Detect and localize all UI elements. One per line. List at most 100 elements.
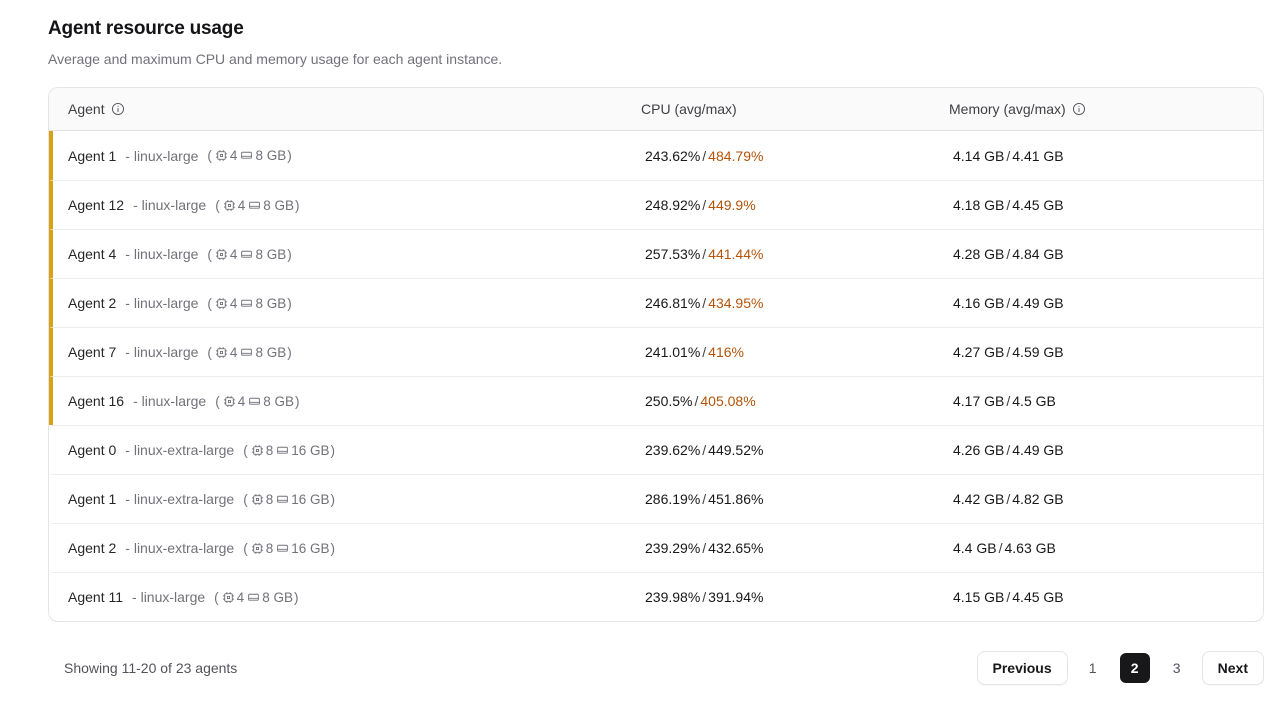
memory-max-value: 4.59 GB [1012, 344, 1064, 360]
agent-info-icon[interactable] [111, 102, 125, 116]
agent-cell: Agent 0 - linux-extra-large ( 8 16 GB ) [53, 442, 645, 458]
cpu-avg-value: 286.19% [645, 491, 701, 507]
value-separator: / [702, 197, 707, 213]
column-header-cpu: CPU (avg/max) [641, 101, 949, 117]
cpu-count: 4 [229, 295, 238, 311]
pagination: Previous 1 2 3 Next [976, 651, 1264, 685]
column-header-memory-label: Memory (avg/max) [949, 101, 1066, 117]
instance-type-label: linux-large [133, 344, 199, 360]
memory-avg-value: 4.27 GB [953, 344, 1005, 360]
memory-usage-cell: 4.27 GB/4.59 GB [953, 344, 1263, 360]
memory-avg-value: 4.26 GB [953, 442, 1005, 458]
page-number-2-current[interactable]: 2 [1119, 653, 1150, 683]
agent-name: Agent 0 [68, 442, 117, 458]
agent-cell: Agent 12 - linux-large ( 4 8 GB ) [53, 197, 645, 213]
cpu-chip-icon [215, 248, 228, 261]
value-separator: / [702, 147, 707, 164]
agent-name: Agent 11 [68, 589, 124, 605]
memory-stick-icon [248, 395, 261, 408]
cpu-max-value: 416% [708, 344, 744, 360]
memory-stick-icon [276, 493, 289, 506]
memory-stick-icon [240, 149, 253, 162]
next-page-button[interactable]: Next [1201, 651, 1264, 685]
memory-max-value: 4.41 GB [1012, 147, 1064, 164]
type-prefix-dash: - [133, 393, 138, 409]
close-paren: ) [330, 491, 336, 507]
table-row: Agent 1 - linux-large ( 4 8 GB ) 243.62%… [49, 131, 1263, 180]
open-paren: ( [215, 393, 220, 409]
value-separator: / [694, 393, 699, 409]
table-row: Agent 1 - linux-extra-large ( 8 16 GB ) … [49, 474, 1263, 523]
cpu-count: 8 [265, 491, 274, 507]
page-number-3[interactable]: 3 [1172, 660, 1181, 676]
agent-specs: ( 4 8 GB ) [214, 590, 298, 605]
cpu-usage-cell: 257.53%/441.44% [645, 246, 953, 262]
cpu-max-value: 449.52% [708, 442, 764, 458]
memory-max-value: 4.5 GB [1012, 393, 1056, 409]
agent-instance-type: - linux-large [125, 148, 198, 164]
table-row: Agent 2 - linux-large ( 4 8 GB ) 246.81%… [49, 278, 1263, 327]
memory-avg-value: 4.18 GB [953, 197, 1005, 213]
cpu-usage-cell: 248.92%/449.9% [645, 197, 953, 213]
open-paren: ( [207, 344, 212, 360]
agent-cell: Agent 4 - linux-large ( 4 8 GB ) [53, 246, 645, 262]
agent-name: Agent 16 [68, 393, 125, 409]
open-paren: ( [215, 197, 220, 213]
table-header-row: Agent CPU (avg/max) Memory (avg/max) [49, 88, 1263, 131]
memory-usage-cell: 4.15 GB/4.45 GB [953, 589, 1263, 605]
value-separator: / [702, 442, 707, 458]
memory-max-value: 4.82 GB [1012, 491, 1064, 507]
previous-page-button[interactable]: Previous [976, 651, 1068, 685]
memory-info-icon[interactable] [1072, 102, 1086, 116]
agent-specs: ( 8 16 GB ) [243, 541, 335, 556]
memory-max-value: 4.49 GB [1012, 295, 1064, 311]
cpu-max-value: 434.95% [708, 295, 764, 311]
open-paren: ( [243, 491, 248, 507]
cpu-usage-cell: 250.5%/405.08% [645, 393, 953, 409]
agent-name: Agent 1 [68, 491, 117, 507]
memory-stick-icon [240, 346, 253, 359]
cpu-avg-value: 239.62% [645, 442, 701, 458]
cpu-count: 4 [229, 344, 238, 360]
memory-avg-value: 4.42 GB [953, 491, 1005, 507]
cpu-count: 4 [229, 148, 238, 163]
memory-avg-value: 4.4 GB [953, 540, 997, 556]
page-title: Agent resource usage [48, 18, 244, 39]
memory-max-value: 4.84 GB [1012, 246, 1064, 262]
agent-instance-type: - linux-large [133, 197, 206, 213]
agent-name: Agent 2 [68, 540, 117, 556]
memory-size: 16 GB [291, 491, 330, 507]
type-prefix-dash: - [125, 442, 130, 458]
value-separator: / [702, 246, 707, 262]
table-row: Agent 4 - linux-large ( 4 8 GB ) 257.53%… [49, 229, 1263, 278]
memory-size: 8 GB [255, 344, 287, 360]
column-header-memory: Memory (avg/max) [949, 101, 1263, 117]
cpu-usage-cell: 241.01%/416% [645, 344, 953, 360]
cpu-usage-cell: 239.98%/391.94% [645, 589, 953, 605]
open-paren: ( [214, 589, 219, 605]
cpu-count: 4 [237, 197, 246, 213]
memory-size: 8 GB [263, 197, 294, 213]
value-separator: / [1006, 491, 1011, 507]
cpu-count: 4 [236, 589, 245, 605]
cpu-chip-icon [251, 493, 264, 506]
value-separator: / [1006, 393, 1011, 409]
value-separator: / [1006, 246, 1011, 262]
cpu-max-value: 449.9% [708, 197, 756, 213]
column-header-cpu-label: CPU (avg/max) [641, 101, 737, 117]
memory-stick-icon [240, 297, 253, 310]
close-paren: ) [287, 246, 292, 262]
memory-max-value: 4.49 GB [1012, 442, 1064, 458]
table-body: Agent 1 - linux-large ( 4 8 GB ) 243.62%… [49, 131, 1263, 621]
agent-name: Agent 1 [68, 147, 117, 164]
memory-max-value: 4.45 GB [1012, 589, 1064, 605]
value-separator: / [1006, 442, 1011, 458]
type-prefix-dash: - [125, 295, 130, 311]
page-number-1[interactable]: 1 [1088, 660, 1097, 676]
memory-size: 8 GB [255, 148, 287, 163]
instance-type-label: linux-large [140, 589, 206, 605]
close-paren: ) [295, 197, 300, 213]
open-paren: ( [207, 295, 212, 311]
agent-specs: ( 8 16 GB ) [243, 443, 335, 458]
value-separator: / [702, 491, 707, 507]
